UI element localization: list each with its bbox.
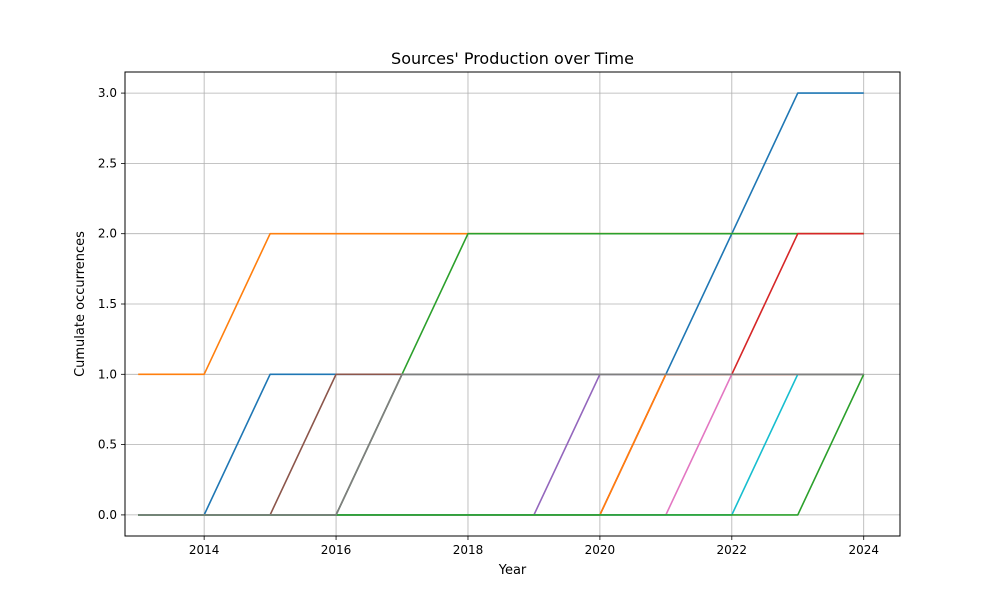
- y-tick-label: 0.5: [98, 438, 117, 452]
- x-tick-label: 2020: [585, 543, 616, 557]
- ticks: 2014 2016 2018 2020 2022 2024 0.0 0.5 1.0 1.5 2.0 2…: [98, 86, 879, 557]
- y-tick-label: 0.0: [98, 508, 117, 522]
- x-axis-label: Year: [498, 563, 527, 578]
- series-line-12: [138, 373, 864, 516]
- y-tick-label: 3.0: [98, 86, 117, 100]
- y-tick-label: 2.5: [98, 156, 117, 170]
- series-lines: [138, 92, 865, 516]
- x-tick-label: 2018: [453, 543, 484, 557]
- y-tick-label: 1.5: [98, 297, 117, 311]
- x-tick-label: 2016: [321, 543, 352, 557]
- x-tick-label: 2024: [848, 543, 879, 557]
- x-tick-label: 2014: [189, 543, 220, 557]
- x-tick-label: 2022: [717, 543, 748, 557]
- y-tick-label: 1.0: [98, 367, 117, 381]
- y-tick-label: 2.0: [98, 227, 117, 241]
- chart-title: Sources' Production over Time: [391, 49, 634, 68]
- y-axis-label: Cumulate occurrences: [73, 231, 88, 377]
